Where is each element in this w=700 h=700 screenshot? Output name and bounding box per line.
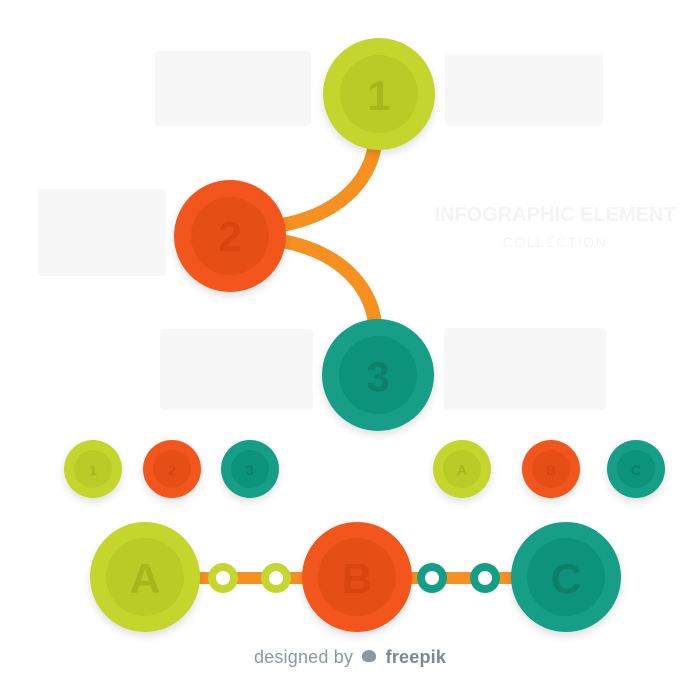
small-node-a-inner xyxy=(443,450,481,488)
freepik-icon xyxy=(362,650,377,663)
chain-ring-2-hole xyxy=(269,571,283,585)
small-node-b: B xyxy=(522,440,580,498)
big-node-c-inner xyxy=(527,538,605,616)
small-node-c: C xyxy=(607,440,665,498)
chain-ring-3-hole xyxy=(425,571,439,585)
small-node-2-label: 2 xyxy=(168,462,176,478)
big-node-c: C xyxy=(511,522,621,632)
small-node-b-inner xyxy=(532,450,570,488)
tree-node-3-inner xyxy=(339,336,417,414)
ghost-text-block-bottom-left xyxy=(160,329,313,410)
ghost-text-layer: INFOGRAPHIC ELEMENT COLLECTION xyxy=(38,51,676,410)
tree-node-3: 3 xyxy=(322,319,434,431)
connector-2-to-3 xyxy=(269,233,382,330)
tree-connectors xyxy=(269,137,382,330)
small-node-1-label: 1 xyxy=(89,462,97,478)
big-node-a-label: A xyxy=(130,555,160,602)
small-node-3-label: 3 xyxy=(246,462,254,478)
ghost-title: INFOGRAPHIC ELEMENT xyxy=(434,204,675,226)
bottom-chain xyxy=(195,563,522,593)
chain-ring-4-hole xyxy=(478,571,492,585)
small-node-a-label: A xyxy=(457,462,467,478)
ghost-text-block-bottom-right xyxy=(444,328,606,410)
small-node-b-label: B xyxy=(546,462,556,478)
designed-by-text: designed by xyxy=(253,647,354,667)
small-node-row: 1 2 3 A B C xyxy=(64,440,665,498)
chain-ring-1-hole xyxy=(216,571,230,585)
big-node-a: A xyxy=(90,522,200,632)
big-node-a-inner xyxy=(106,538,184,616)
small-node-2-inner xyxy=(153,450,191,488)
small-node-a: A xyxy=(433,440,491,498)
tree-node-1: 1 xyxy=(323,38,435,150)
small-node-2: 2 xyxy=(143,440,201,498)
ghost-text-block-top-left xyxy=(155,51,311,126)
connector-2-to-1 xyxy=(269,137,382,233)
ghost-text-block-top-right xyxy=(445,54,603,126)
big-node-c-label: C xyxy=(551,555,581,602)
small-node-1: 1 xyxy=(64,440,122,498)
small-node-c-inner xyxy=(617,450,655,488)
credit-line: designed by freepik xyxy=(0,647,700,668)
tree-node-2-inner xyxy=(191,197,269,275)
big-node-b-inner xyxy=(318,538,396,616)
big-node-b: B xyxy=(302,522,412,632)
freepik-brand: freepik xyxy=(385,647,447,667)
tree-node-1-label: 1 xyxy=(367,72,390,119)
tree-node-1-inner xyxy=(340,55,418,133)
ghost-subtitle: COLLECTION xyxy=(503,234,607,250)
tree-node-2: 2 xyxy=(174,180,286,292)
big-node-b-label: B xyxy=(342,555,372,602)
ghost-text-block-middle-left xyxy=(38,189,166,276)
small-node-1-inner xyxy=(74,450,112,488)
tree-node-3-label: 3 xyxy=(366,353,389,400)
tree-node-2-label: 2 xyxy=(218,213,241,260)
small-node-3: 3 xyxy=(221,440,279,498)
small-node-3-inner xyxy=(231,450,269,488)
small-node-c-label: C xyxy=(631,462,641,478)
